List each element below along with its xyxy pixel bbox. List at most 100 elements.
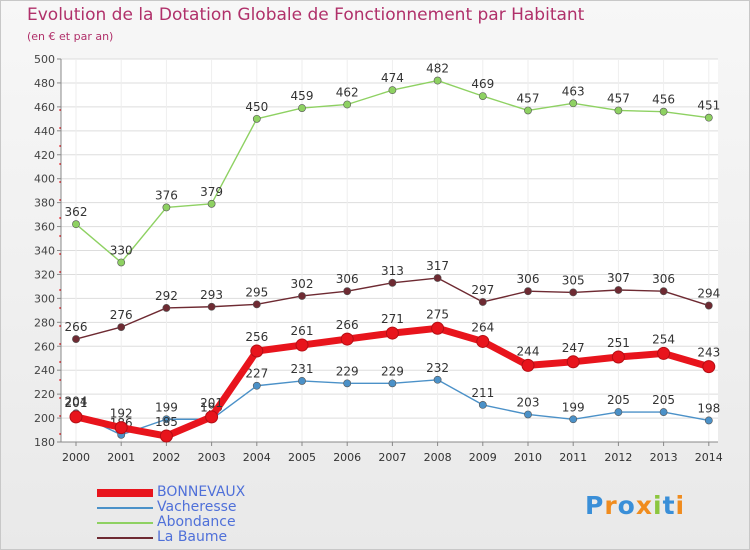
y-tick-label: 440 [34, 125, 55, 138]
data-label: 295 [245, 285, 268, 299]
data-label: 199 [562, 400, 585, 414]
y-tick-label: 220 [34, 388, 55, 401]
data-label: 482 [426, 62, 449, 76]
data-point [478, 298, 487, 306]
data-point [298, 104, 306, 112]
data-point [611, 350, 625, 364]
legend-label: Vacheresse [157, 499, 237, 515]
y-tick-label: 260 [34, 340, 55, 353]
data-point [162, 304, 171, 312]
legend-label: La Baume [157, 529, 228, 545]
data-point [569, 415, 578, 424]
data-label: 276 [110, 308, 133, 322]
data-label: 201 [200, 396, 223, 410]
legend-swatch [97, 522, 153, 524]
data-label: 305 [562, 273, 585, 287]
y-tick-label: 400 [34, 173, 55, 186]
data-point [162, 415, 171, 424]
data-point [524, 410, 532, 419]
data-point [69, 410, 83, 424]
data-label: 203 [517, 395, 540, 409]
data-label: 256 [245, 330, 268, 344]
data-label: 251 [607, 336, 630, 350]
x-tick-label: 2008 [424, 451, 452, 464]
data-point [340, 332, 354, 346]
data-label: 457 [607, 91, 630, 105]
y-tick-label: 180 [34, 436, 55, 449]
logo-letter: t [662, 491, 676, 520]
x-tick-label: 2011 [559, 451, 587, 464]
legend-label: BONNEVAUX [157, 484, 246, 500]
data-label: 266 [336, 318, 359, 332]
data-label: 264 [471, 320, 494, 334]
data-point [704, 113, 713, 122]
data-point [431, 321, 445, 335]
logo-letter: P [585, 491, 605, 520]
data-point [298, 292, 306, 300]
data-point [659, 287, 668, 296]
data-point [72, 220, 80, 229]
chart-title: Evolution de la Dotation Globale de Fonc… [27, 5, 585, 25]
x-tick-label: 2003 [198, 451, 226, 464]
data-point [252, 114, 261, 123]
logo-letter: o [617, 491, 636, 520]
data-label: 231 [291, 362, 314, 376]
data-point [388, 86, 397, 95]
data-point [704, 301, 713, 310]
data-point [388, 379, 397, 388]
data-point [704, 416, 713, 425]
x-tick-label: 2007 [378, 451, 406, 464]
data-point [521, 358, 535, 372]
legend-swatch [97, 489, 153, 497]
data-point [388, 278, 397, 287]
data-label: 294 [697, 287, 720, 301]
logo-letter: x [635, 491, 653, 520]
data-point [433, 375, 442, 384]
data-point [162, 203, 171, 212]
data-label: 204 [65, 394, 88, 408]
x-tick-label: 2012 [604, 451, 632, 464]
data-label: 474 [381, 71, 404, 85]
proxiti-logo: Proxiti [585, 491, 685, 520]
data-point [657, 346, 671, 360]
data-point [433, 76, 442, 85]
data-point [117, 258, 126, 267]
data-label: 297 [471, 283, 494, 297]
data-label: 376 [155, 188, 178, 202]
data-point [343, 100, 352, 109]
data-label: 266 [65, 320, 88, 334]
data-label: 275 [426, 307, 449, 321]
x-tick-label: 2002 [152, 451, 180, 464]
series-abondance: 362 330 376 379 450 459 462 474 482 469 457 463 457 4… [65, 62, 720, 267]
data-label: 462 [336, 85, 359, 99]
data-point [569, 99, 578, 108]
legend-swatch [97, 537, 153, 539]
data-point [614, 408, 623, 416]
data-label: 379 [200, 185, 223, 199]
data-point [72, 335, 80, 343]
data-point [566, 355, 580, 369]
x-tick-label: 2013 [650, 451, 678, 464]
data-point [343, 379, 352, 388]
data-label: 271 [381, 312, 404, 326]
data-label: 201 [65, 396, 88, 410]
y-tick-label: 300 [34, 292, 55, 305]
data-label: 229 [381, 364, 404, 378]
x-tick-label: 2014 [695, 451, 723, 464]
data-label: 313 [381, 264, 404, 278]
y-tick-label: 480 [34, 77, 55, 90]
data-label: 317 [426, 259, 449, 273]
series-bonnevaux: 201 192 185 201 256 261 266 271 275 264 244 247 251 2… [65, 307, 720, 443]
data-label: 227 [245, 367, 268, 381]
x-tick-label: 2004 [243, 451, 271, 464]
y-tick-label: 280 [34, 316, 55, 329]
data-point [159, 429, 173, 443]
data-label: 198 [697, 401, 720, 415]
data-point [659, 408, 668, 416]
data-label: 292 [155, 289, 178, 303]
y-tick-label: 320 [34, 268, 55, 281]
x-tick-label: 2000 [62, 451, 90, 464]
series-la-baume: 266 276 292 293 295 302 306 313 317 297 306 305 307 3… [65, 259, 720, 343]
data-label: 261 [291, 324, 314, 338]
data-label: 185 [155, 415, 178, 429]
